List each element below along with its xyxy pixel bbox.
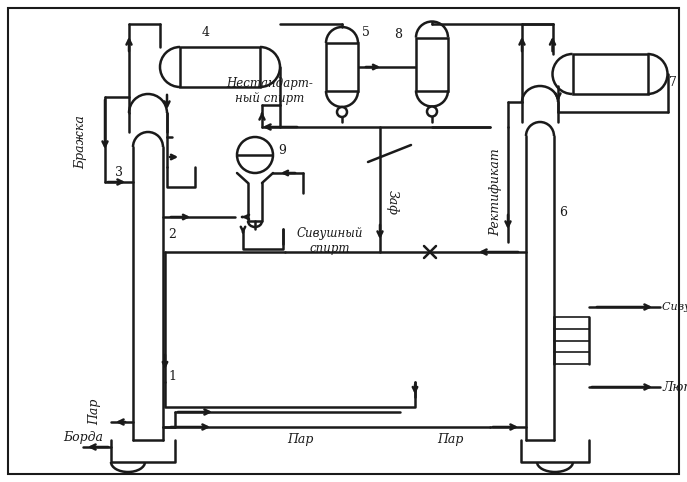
Text: 7: 7 [670,76,677,89]
Circle shape [427,107,437,117]
Text: 9: 9 [278,144,286,157]
Text: Бражка: Бражка [74,115,87,169]
Text: Пар: Пар [286,432,313,445]
Text: Лютер: Лютер [662,380,687,393]
Bar [180,47,260,87]
Text: Ректификат: Ректификат [490,148,502,236]
Text: Пар: Пар [89,399,102,425]
Text: 2: 2 [168,228,176,241]
Text: 4: 4 [202,26,210,39]
Text: 3: 3 [115,165,123,178]
Text: 8: 8 [394,27,402,40]
Text: Пар: Пар [437,432,463,445]
Text: Сивушный
спирт: Сивушный спирт [297,227,363,255]
Text: Нестандарт-
ный спирт: Нестандарт- ный спирт [227,77,313,105]
Text: Заф: Заф [385,189,398,214]
Bar [416,38,448,91]
Text: Борда: Борда [63,430,103,443]
Circle shape [337,107,347,117]
Text: 6: 6 [559,205,567,218]
Text: 5: 5 [362,26,370,39]
Text: 1: 1 [168,371,176,384]
Bar [572,54,648,94]
Text: Сивушное масло: Сивушное масло [662,302,687,312]
Bar [326,43,358,91]
